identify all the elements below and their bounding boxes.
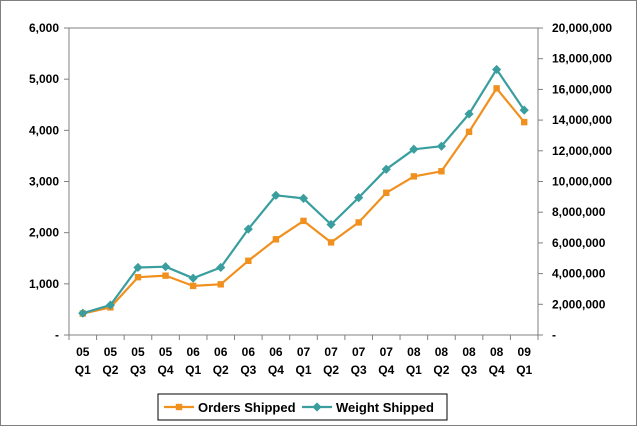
left-axis-tick-label: 5,000 xyxy=(29,72,59,86)
orders-shipped-marker xyxy=(465,128,473,136)
x-axis-quarter-label: Q1 xyxy=(75,363,91,377)
weight-shipped-marker xyxy=(243,224,253,234)
orders-shipped-marker xyxy=(272,236,280,243)
right-axis-tick-label: 10,000,000 xyxy=(552,175,612,189)
x-axis-year-label: 05 xyxy=(104,345,118,359)
orders-shipped-marker xyxy=(245,257,252,265)
x-axis-year-label: 05 xyxy=(76,345,90,359)
weight-shipped-marker xyxy=(188,273,198,283)
orders-shipped-marker xyxy=(383,189,390,196)
orders-shipped-marker xyxy=(438,168,445,175)
x-axis-year-label: 06 xyxy=(269,345,283,359)
x-axis-quarter-label: Q3 xyxy=(130,363,146,377)
x-axis-year-label: 05 xyxy=(159,345,173,359)
x-axis-quarter-label: Q4 xyxy=(158,363,174,377)
x-axis-quarter-label: Q1 xyxy=(406,363,422,377)
x-axis-quarter-label: Q1 xyxy=(295,363,311,377)
left-axis-tick-label: 3,000 xyxy=(29,175,59,189)
weight-shipped-marker xyxy=(492,64,502,75)
x-axis-year-label: 08 xyxy=(490,345,504,359)
legend: Orders Shipped Weight Shipped xyxy=(157,393,448,421)
weight-shipped-marker xyxy=(160,262,171,272)
x-axis-quarter-label: Q3 xyxy=(240,363,256,377)
legend-weight-shipped-marker xyxy=(312,402,322,412)
x-axis-year-label: 06 xyxy=(186,345,200,359)
weight-shipped-marker xyxy=(105,300,115,310)
right-axis-tick-label: 4,000,000 xyxy=(552,267,606,281)
legend-weight-shipped-label: Weight Shipped xyxy=(336,400,434,415)
weight-shipped-marker xyxy=(216,262,226,273)
weight-shipped-marker xyxy=(271,190,281,200)
left-axis-tick-label: 6,000 xyxy=(29,21,59,35)
right-axis-tick-label: 16,000,000 xyxy=(552,82,612,96)
x-axis-quarter-label: Q2 xyxy=(102,363,118,377)
left-axis-tick-label: - xyxy=(55,328,59,342)
x-axis-year-label: 06 xyxy=(242,345,256,359)
x-axis-year-label: 09 xyxy=(518,345,532,359)
weight-shipped-marker xyxy=(326,219,336,230)
right-axis-tick-label: 6,000,000 xyxy=(552,236,606,250)
weight-shipped-marker xyxy=(298,193,309,203)
right-axis-tick-label: - xyxy=(552,328,556,342)
x-axis-quarter-label: Q3 xyxy=(461,363,477,377)
x-axis-year-label: 07 xyxy=(352,345,366,359)
legend-orders-shipped-label: Orders Shipped xyxy=(198,400,296,415)
weight-shipped-marker xyxy=(133,262,143,273)
x-axis-year-label: 07 xyxy=(324,345,338,359)
right-axis-tick-label: 8,000,000 xyxy=(552,205,606,219)
orders-shipped-marker xyxy=(327,239,335,246)
weight-shipped-marker xyxy=(519,105,529,115)
plot-border xyxy=(68,27,539,336)
left-axis: - 1,000 2,000 3,000 4,000 5,000 6,000 xyxy=(29,21,69,342)
legend-orders-shipped-marker xyxy=(175,403,183,411)
weight-shipped-marker xyxy=(464,109,474,119)
weight-shipped-marker xyxy=(436,141,447,151)
right-axis-tick-label: 20,000,000 xyxy=(552,21,612,35)
x-axis-quarter-label: Q1 xyxy=(516,363,532,377)
x-axis-year-label: 08 xyxy=(462,345,476,359)
orders-shipped-marker xyxy=(134,273,142,281)
right-axis-tick-label: 2,000,000 xyxy=(552,297,606,311)
orders-shipped-marker xyxy=(410,173,418,180)
x-axis-year-label: 07 xyxy=(297,345,311,359)
orders-shipped-marker xyxy=(355,219,362,226)
left-axis-tick-label: 1,000 xyxy=(29,277,59,291)
x-axis-year-label: 05 xyxy=(131,345,145,359)
weight-shipped-marker xyxy=(409,144,419,154)
weight-shipped-marker xyxy=(78,308,88,318)
left-axis-tick-label: 4,000 xyxy=(29,123,59,137)
x-axis-year-label: 08 xyxy=(407,345,421,359)
x-axis-quarter-label: Q1 xyxy=(185,363,201,377)
x-axis-quarter-label: Q2 xyxy=(213,363,229,377)
plot-area xyxy=(68,27,539,336)
x-axis-quarter-label: Q4 xyxy=(489,363,505,377)
x-axis-quarter-label: Q4 xyxy=(268,363,284,377)
x-axis-quarter-label: Q4 xyxy=(378,363,394,377)
x-axis-year-label: 07 xyxy=(380,345,394,359)
weight-shipped-marker xyxy=(381,164,391,174)
right-axis-tick-label: 14,000,000 xyxy=(552,113,612,127)
orders-shipped-marker xyxy=(521,118,528,126)
x-axis-quarter-label: Q2 xyxy=(323,363,339,377)
left-axis-tick-label: 2,000 xyxy=(29,226,59,240)
right-axis-tick-label: 12,000,000 xyxy=(552,144,612,158)
x-axis-year-label: 08 xyxy=(435,345,449,359)
x-axis: 05 Q1 05 Q2 05 Q3 05 Q4 06 Q1 06 Q2 06 Q3 06 Q4 07 Q1 07 Q2… xyxy=(68,335,539,377)
x-axis-quarter-label: Q3 xyxy=(351,363,367,377)
x-axis-quarter-label: Q2 xyxy=(433,363,449,377)
right-axis: - 2,000,000 4,000,000 6,000,000 8,000,000 10,… xyxy=(538,21,612,342)
right-axis-tick-label: 18,000,000 xyxy=(552,52,612,66)
orders-shipped-marker xyxy=(189,282,197,290)
orders-shipped-marker xyxy=(300,217,307,225)
orders-shipped-marker xyxy=(493,85,500,92)
weight-shipped-marker xyxy=(354,193,364,203)
orders-shipped-marker xyxy=(217,281,224,288)
orders-shipped-marker xyxy=(162,272,169,279)
x-axis-year-label: 06 xyxy=(214,345,228,359)
series-layer xyxy=(78,64,529,318)
